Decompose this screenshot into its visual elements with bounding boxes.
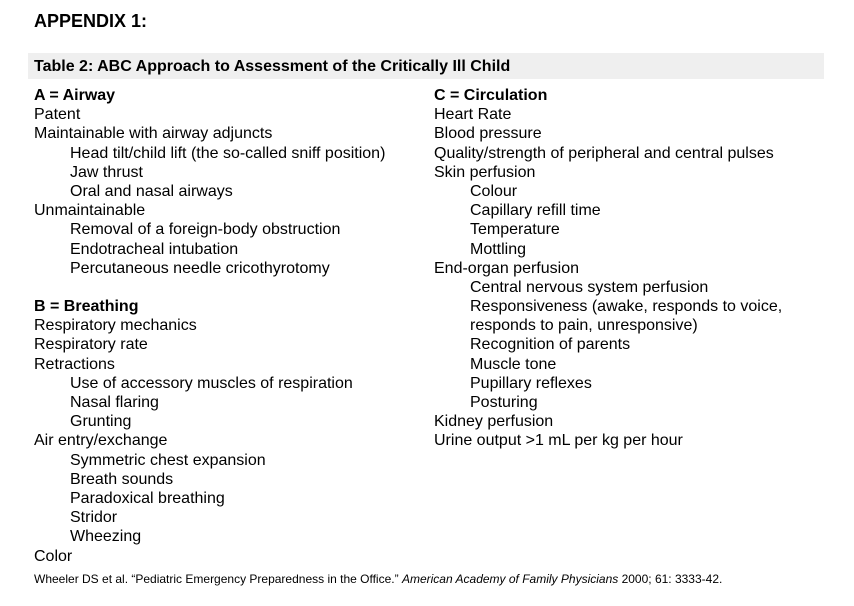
list-item: Respiratory rate xyxy=(34,336,148,354)
sub-item: Nasal flaring xyxy=(70,394,159,411)
sub-item: Symmetric chest expansion xyxy=(70,451,266,469)
list-item: Unmaintainable xyxy=(34,202,146,220)
sub-item: Wheezing xyxy=(70,528,142,546)
section-spacer xyxy=(34,278,385,297)
sub-item: Percutaneous needle cricothyrotomy xyxy=(70,259,330,277)
sub-item: Muscle tone xyxy=(470,355,557,373)
sub-item: responds to pain, unresponsive) xyxy=(470,317,698,335)
sub-item: Use of accessory muscles of respiration xyxy=(70,374,353,392)
sub-item: Posturing xyxy=(470,394,538,411)
sub-item: Removal of a foreign-body obstruction xyxy=(70,221,341,239)
sub-item: Mottling xyxy=(470,240,527,258)
list-item: Color xyxy=(34,547,73,565)
section-title-circulation: C = Circulation xyxy=(434,87,548,104)
list-item: End-organ perfusion xyxy=(434,259,579,277)
circulation-list: Heart Rate Blood pressure Quality/strength… xyxy=(434,105,782,450)
list-item: Skin perfusion xyxy=(434,163,536,181)
sub-item: Breath sounds xyxy=(70,470,174,488)
sub-item: Endotracheal intubation xyxy=(70,240,239,258)
list-item: Patent xyxy=(34,106,81,124)
citation-prefix: Wheeler DS et al. “Pediatric Emergency P… xyxy=(34,572,402,586)
list-item: Quality/strength of peripheral and centr… xyxy=(434,144,774,162)
list-item: Retractions xyxy=(34,355,115,373)
list-item: Heart Rate xyxy=(434,106,512,124)
table-title: Table 2: ABC Approach to Assessment of t… xyxy=(34,58,511,75)
sub-item: Jaw thrust xyxy=(70,163,143,181)
list-item: Kidney perfusion xyxy=(434,413,554,431)
list-item: Air entry/exchange xyxy=(34,432,168,450)
sub-item: Recognition of parents xyxy=(470,336,631,354)
airway-list: Patent Maintainable with airway adjuncts H… xyxy=(34,105,385,278)
citation-journal: American Academy of Family Physicians xyxy=(401,572,619,586)
sub-item: Oral and nasal airways xyxy=(70,182,233,200)
sub-item: Grunting xyxy=(70,413,132,431)
section-title-airway: A = Airway xyxy=(34,87,116,104)
sub-item: Responsiveness (awake, responds to voice… xyxy=(470,298,783,316)
left-column: A = Airway Patent Maintainable with airwa… xyxy=(34,86,385,566)
sub-item: Central nervous system perfusion xyxy=(470,278,709,296)
right-column: C = Circulation Heart Rate Blood pressure… xyxy=(434,86,782,451)
section-title-breathing: B = Breathing xyxy=(34,298,139,316)
sub-item: Stridor xyxy=(70,509,118,527)
list-item: Blood pressure xyxy=(434,125,542,143)
citation: Wheeler DS et al. “Pediatric Emergency P… xyxy=(34,572,722,587)
appendix-heading: APPENDIX 1: xyxy=(34,11,148,31)
sub-item: Pupillary reflexes xyxy=(470,374,592,392)
sub-item: Colour xyxy=(470,182,518,200)
sub-item: Paradoxical breathing xyxy=(70,489,225,507)
list-item: Maintainable with airway adjuncts xyxy=(34,125,273,143)
sub-item: Temperature xyxy=(470,221,560,239)
citation-suffix: 2000; 61: 3333-42. xyxy=(618,572,723,586)
sub-item: Head tilt/child lift (the so-called snif… xyxy=(70,144,386,162)
list-item: Respiratory mechanics xyxy=(34,317,197,335)
table-title-bar: Table 2: ABC Approach to Assessment of t… xyxy=(28,53,824,79)
breathing-list: Respiratory mechanics Respiratory rate Ret… xyxy=(34,316,385,565)
list-item: Urine output >1 mL per kg per hour xyxy=(434,432,683,450)
sub-item: Capillary refill time xyxy=(470,202,601,220)
